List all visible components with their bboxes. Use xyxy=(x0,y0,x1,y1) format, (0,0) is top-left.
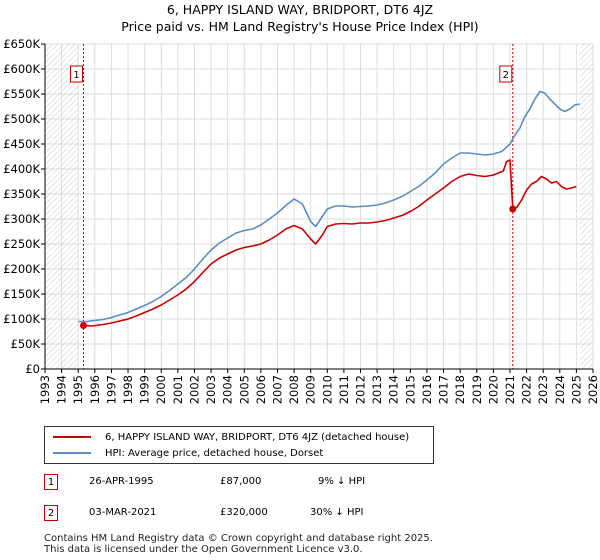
x-tick-label: 2021 xyxy=(503,375,517,404)
footer: Contains HM Land Registry data © Crown c… xyxy=(44,533,433,555)
transaction-badge: 1 xyxy=(44,474,58,490)
legend-label-hpi: HPI: Average price, detached house, Dors… xyxy=(105,447,324,459)
y-tick-label: £300K xyxy=(3,212,40,226)
chart-subtitle: Price paid vs. HM Land Registry's House … xyxy=(121,19,479,34)
annotation-box xyxy=(70,65,84,83)
series-line-property xyxy=(83,159,577,327)
legend-label-property: 6, HAPPY ISLAND WAY, BRIDPORT, DT6 4JZ (… xyxy=(105,431,410,443)
x-tick-label: 2026 xyxy=(586,375,600,404)
sale-point xyxy=(80,322,88,329)
annotation-box xyxy=(499,65,513,83)
hatch-after-data xyxy=(579,44,593,369)
x-tick-label: 1994 xyxy=(55,375,69,404)
transaction-price: £87,000 xyxy=(220,476,262,487)
transaction-delta: 9% ↓ HPI xyxy=(318,476,366,487)
y-tick-label: £650K xyxy=(3,37,40,51)
legend: 6, HAPPY ISLAND WAY, BRIDPORT, DT6 4JZ (… xyxy=(44,426,434,464)
x-tick-label: 2013 xyxy=(370,375,384,404)
legend-item-hpi: HPI: Average price, detached house, Dors… xyxy=(53,446,323,460)
transaction-date: 03-MAR-2021 xyxy=(89,507,157,518)
x-tick-label: 2014 xyxy=(387,375,401,404)
y-tick-label: £500K xyxy=(3,112,40,126)
x-tick-label: 2015 xyxy=(403,375,417,404)
footer-line-2: This data is licensed under the Open Gov… xyxy=(44,544,363,555)
y-tick-label: £400K xyxy=(3,162,40,176)
x-tick-label: 2004 xyxy=(221,375,235,404)
y-tick-label: £450K xyxy=(3,137,40,151)
x-tick-label: 1997 xyxy=(104,375,118,404)
transaction-date: 26-APR-1995 xyxy=(89,476,154,487)
transaction-badge: 2 xyxy=(44,505,58,521)
x-tick-label: 2019 xyxy=(470,375,484,404)
x-tick-label: 2009 xyxy=(304,375,318,404)
x-tick-label: 2006 xyxy=(254,375,268,404)
y-tick-label: £600K xyxy=(3,62,40,76)
x-tick-label: 2016 xyxy=(420,375,434,404)
x-tick-label: 1999 xyxy=(138,375,152,404)
y-tick-label: £50K xyxy=(11,337,41,351)
sale-points xyxy=(80,205,517,329)
x-tick-label: 1995 xyxy=(71,375,85,404)
x-tick-label: 2005 xyxy=(237,375,251,404)
annotation-label: 2 xyxy=(503,70,509,81)
x-tick-label: 2012 xyxy=(354,375,368,404)
x-tick-label: 2025 xyxy=(569,375,583,404)
x-tick-label: 2001 xyxy=(171,375,185,404)
x-tick-label: 2017 xyxy=(437,375,451,404)
chart-title: 6, HAPPY ISLAND WAY, BRIDPORT, DT6 4JZ xyxy=(166,2,434,17)
footer-line-1: Contains HM Land Registry data © Crown c… xyxy=(44,533,433,544)
hatched-regions xyxy=(45,44,593,369)
axes: £0 £50K £100K £150K £200K £250K £300K £350K £400… xyxy=(3,37,600,404)
x-tick-label: 2020 xyxy=(486,375,500,404)
x-tick-label: 2002 xyxy=(187,375,201,404)
x-tick-label: 2003 xyxy=(204,375,218,404)
x-tick-label: 2011 xyxy=(337,375,351,404)
x-tick-label: 2000 xyxy=(154,375,168,404)
x-tick-label: 1996 xyxy=(88,375,102,404)
x-tick-label: 2007 xyxy=(270,375,284,404)
x-tick-label: 2024 xyxy=(553,375,567,404)
x-tick-label: 2018 xyxy=(453,375,467,404)
hatch-before-data xyxy=(45,44,79,369)
x-tick-label: 1993 xyxy=(38,375,52,404)
y-tick-label: £200K xyxy=(3,262,40,276)
x-tick-label: 2022 xyxy=(520,375,534,404)
y-tick-label: £250K xyxy=(3,237,40,251)
legend-item-property: 6, HAPPY ISLAND WAY, BRIDPORT, DT6 4JZ (… xyxy=(53,430,409,444)
plot-area xyxy=(45,44,593,369)
transaction-price: £320,000 xyxy=(220,507,268,518)
y-tick-label: £0 xyxy=(25,362,40,376)
series xyxy=(78,90,580,327)
annotation-label: 1 xyxy=(73,70,79,81)
y-tick-label: £150K xyxy=(3,287,40,301)
x-tick-label: 2008 xyxy=(287,375,301,404)
y-tick-label: £350K xyxy=(3,187,40,201)
series-line-hpi xyxy=(78,90,580,323)
legend-swatch-property xyxy=(53,436,91,438)
transaction-delta: 30% ↓ HPI xyxy=(310,507,364,518)
legend-swatch-hpi xyxy=(53,452,91,454)
sale-point xyxy=(509,205,517,213)
y-tick-label: £550K xyxy=(3,87,40,101)
x-tick-label: 1998 xyxy=(121,375,135,404)
x-tick-label: 2010 xyxy=(320,375,334,404)
x-tick-label: 2023 xyxy=(536,375,550,404)
y-tick-label: £100K xyxy=(3,312,40,326)
